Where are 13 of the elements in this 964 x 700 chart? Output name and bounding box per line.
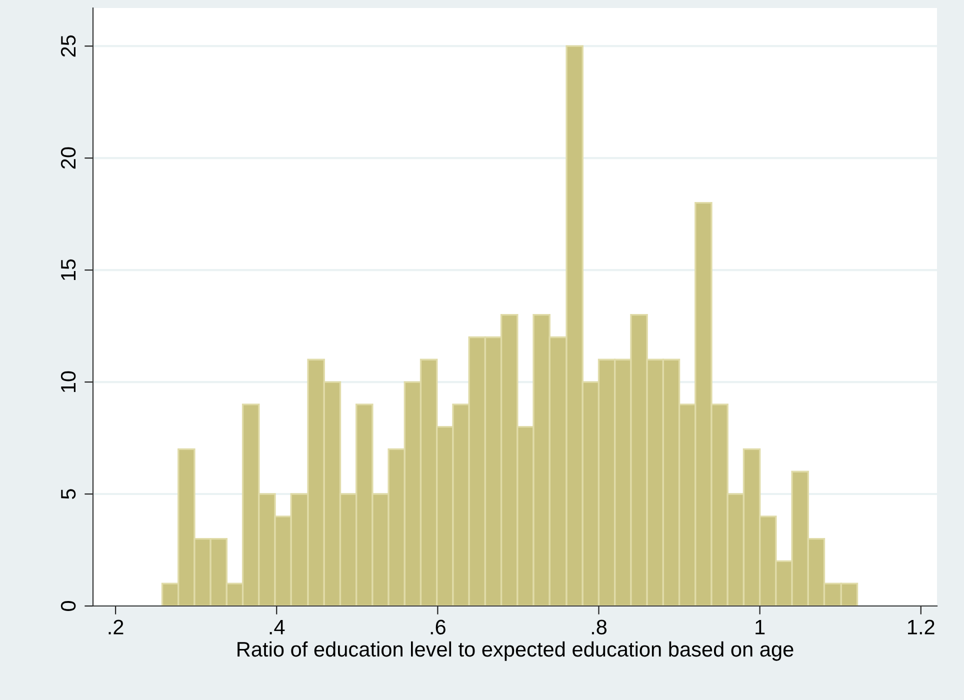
x-tick-label: .4: [270, 620, 285, 634]
x-tick-label: 1.2: [908, 620, 934, 634]
x-tick-label: .2: [108, 620, 124, 634]
y-tick-label: 5: [61, 489, 76, 499]
y-tick-label: 25: [60, 35, 76, 57]
x-axis-title: Ratio of education level to expected education based on age: [238, 641, 794, 661]
y-tick-label: 0: [60, 601, 76, 611]
y-tick-label: 10: [60, 371, 76, 392]
y-tick-label: 15: [61, 259, 76, 280]
x-tick-label: 1: [756, 620, 765, 634]
x-tick-label: .8: [592, 620, 607, 634]
y-tick-label: 20: [60, 147, 76, 169]
x-tick-label: .6: [430, 620, 446, 634]
